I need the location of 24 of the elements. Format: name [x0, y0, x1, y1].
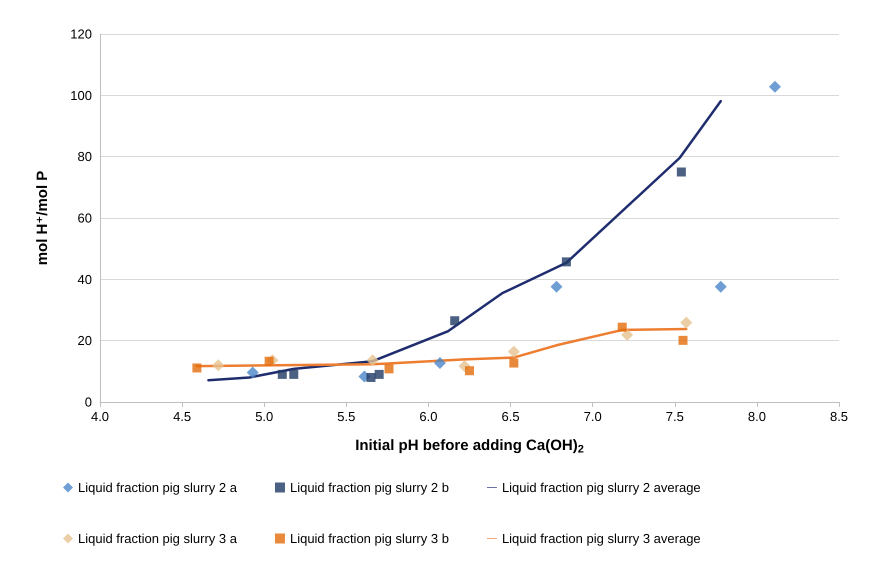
- x-tick-label: 8.0: [748, 409, 766, 424]
- y-tick-label: 120: [70, 26, 92, 42]
- x-tick-label: 8.5: [830, 409, 848, 424]
- x-tick-label: 6.0: [419, 409, 438, 424]
- y-tick-label: 40: [78, 272, 92, 287]
- y-tick-label: 0: [84, 394, 92, 410]
- legend-label: Liquid fraction pig slurry 3 average: [502, 531, 701, 546]
- x-tick-label: 5.0: [255, 409, 274, 424]
- y-tick-label: 100: [70, 88, 92, 103]
- legend-label: Liquid fraction pig slurry 3 b: [290, 531, 449, 546]
- legend-label: Liquid fraction pig slurry 2 b: [290, 480, 449, 495]
- legend-label: Liquid fraction pig slurry 3 a: [78, 531, 238, 546]
- x-tick-label: 6.5: [502, 409, 520, 424]
- x-tick-label: 7.0: [584, 409, 602, 424]
- x-tick-label: 4.5: [173, 409, 192, 424]
- y-tick-label: 20: [78, 333, 92, 348]
- y-tick-label: 60: [78, 210, 92, 226]
- legend-label: Liquid fraction pig slurry 2 average: [502, 480, 701, 495]
- y-tick-label: 80: [78, 149, 92, 164]
- x-tick-label: 4.0: [90, 409, 110, 424]
- x-tick-label: 5.5: [337, 409, 356, 424]
- x-tick-label: 7.5: [666, 409, 684, 424]
- legend-label: Liquid fraction pig slurry 2 a: [78, 480, 238, 495]
- y-axis-title: mol H⁺/mol P: [34, 170, 51, 266]
